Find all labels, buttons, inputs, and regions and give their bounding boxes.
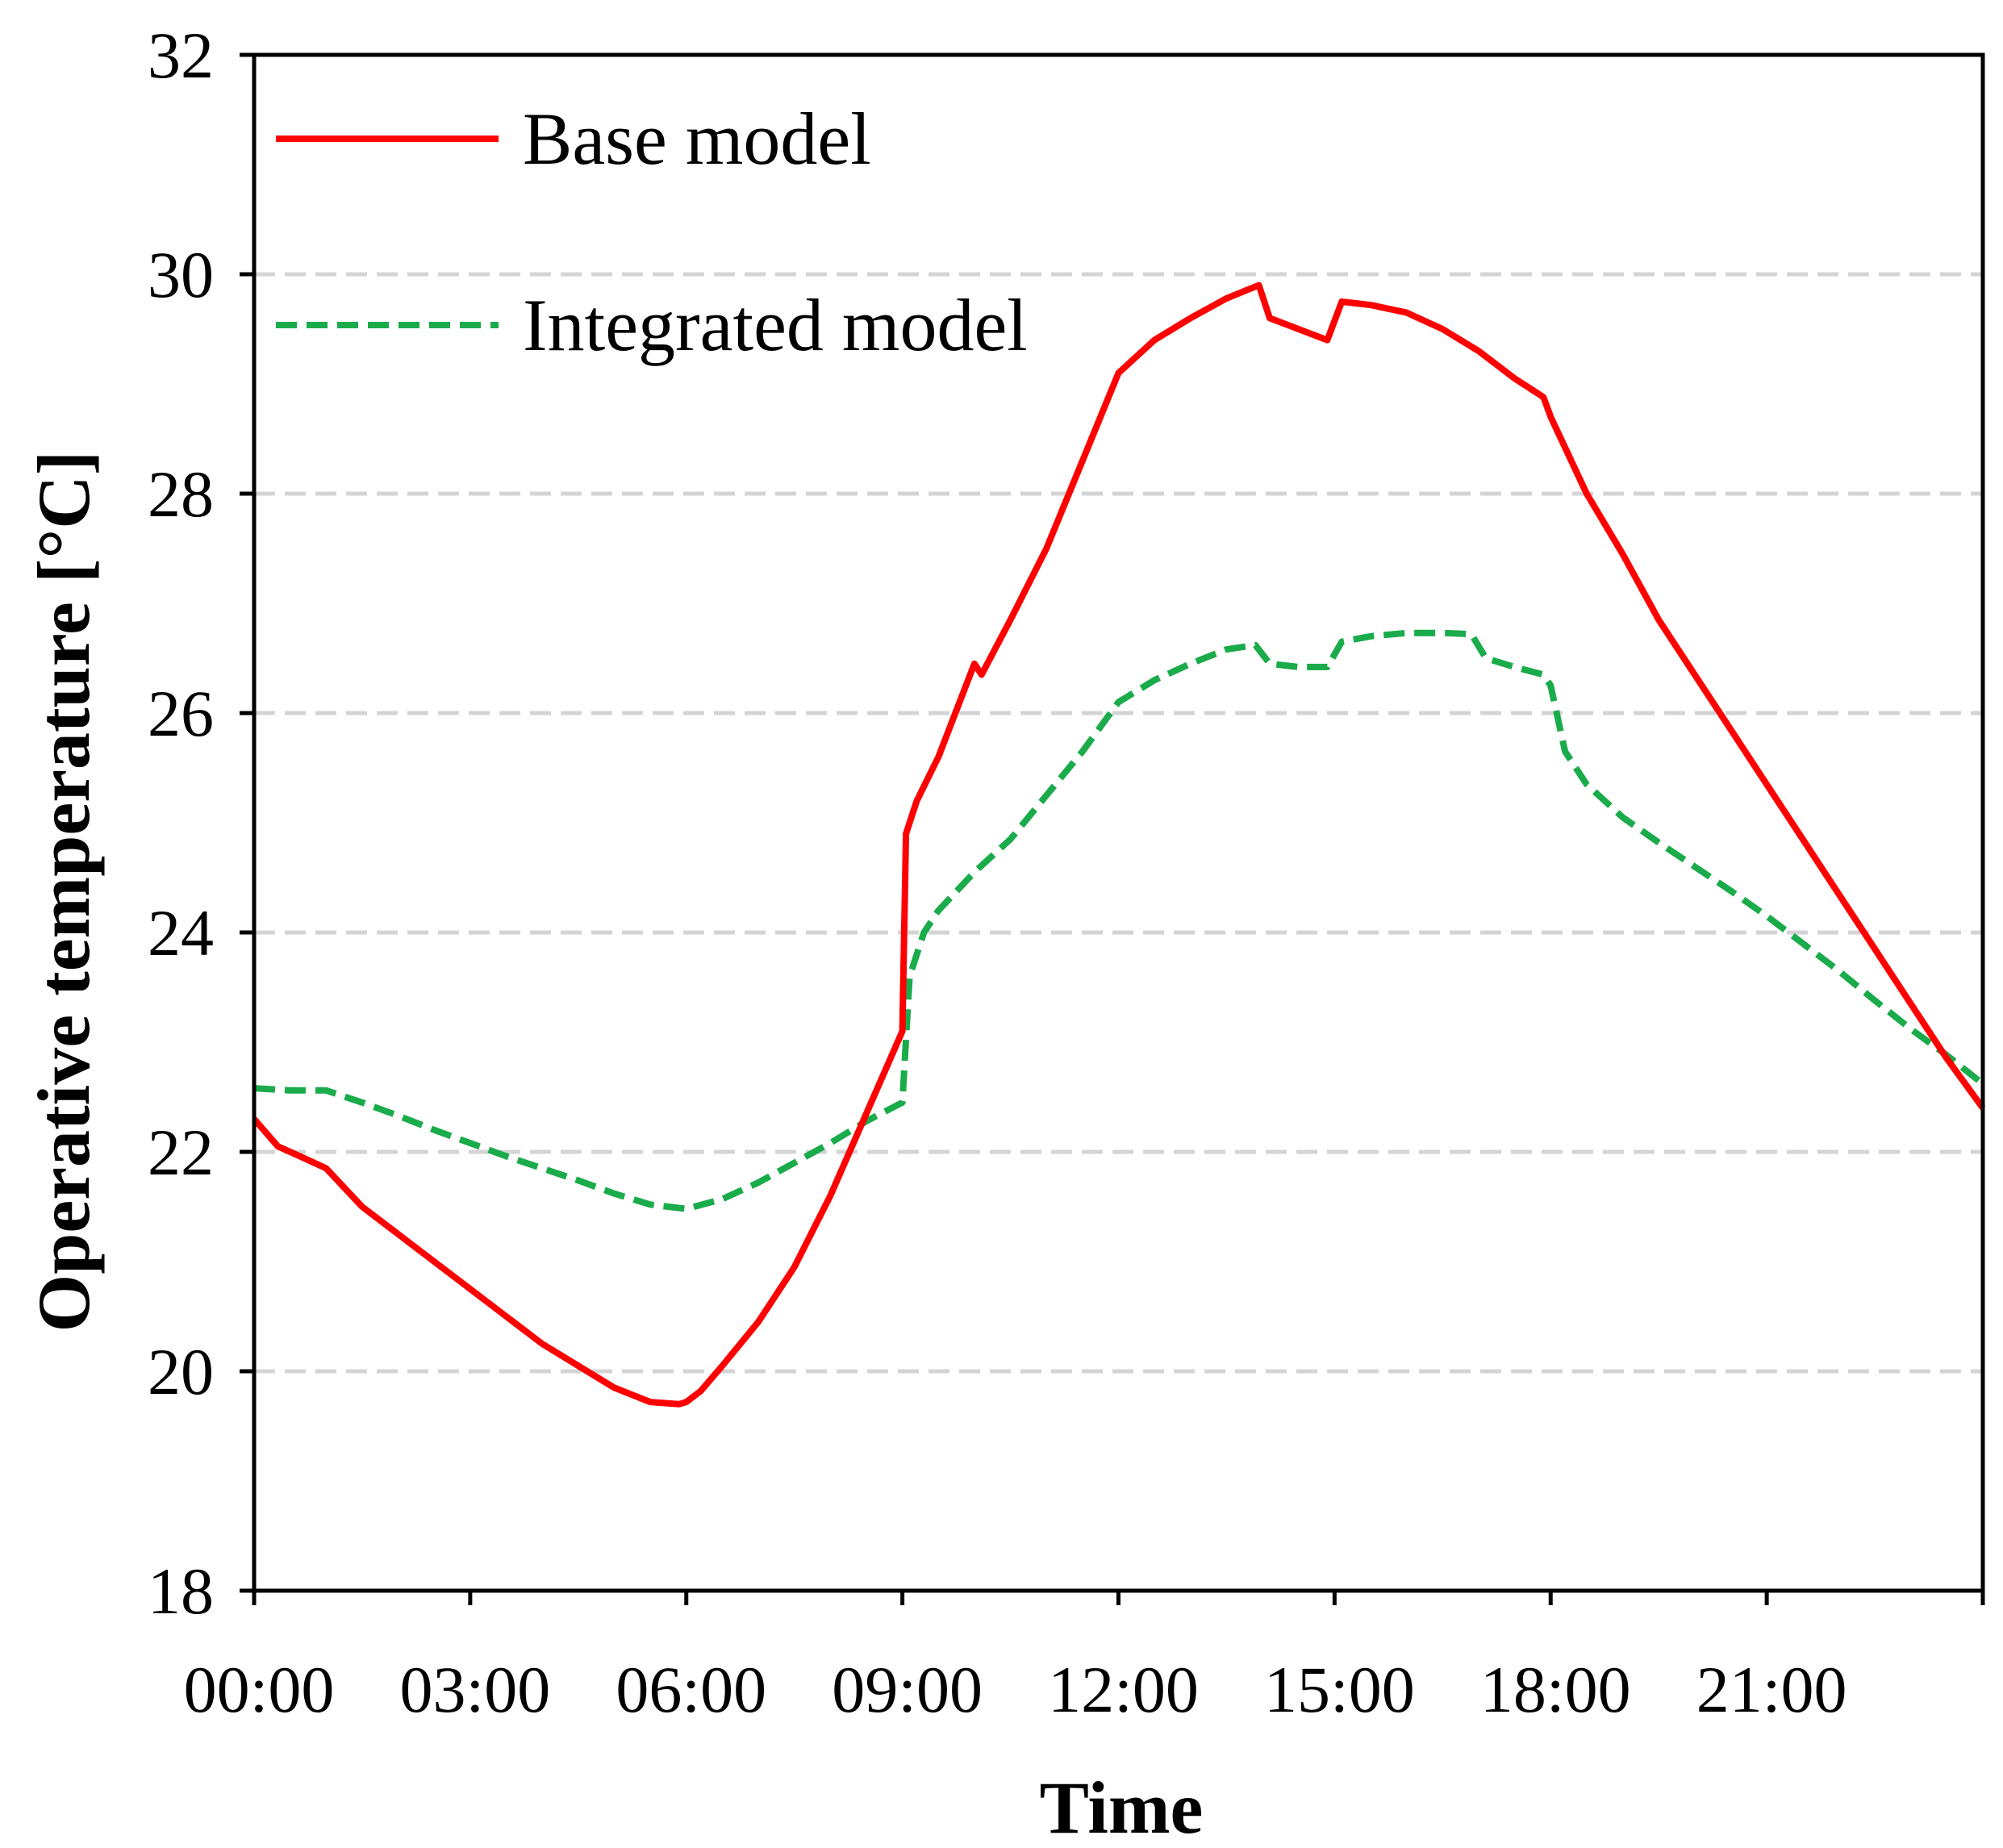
series-layer [251, 282, 1986, 1408]
legend: Base model Integrated model [276, 98, 1028, 366]
y-tick-label: 22 [148, 1116, 214, 1189]
y-tick-label: 18 [148, 1554, 214, 1628]
y-tick-label: 28 [148, 457, 214, 531]
x-tick-label: 15:00 [1264, 1653, 1415, 1726]
y-tick-label: 30 [148, 238, 214, 311]
series-line-integrated-model [253, 629, 1985, 1212]
legend-label-base-model: Base model [523, 98, 871, 180]
y-tick-label: 32 [148, 19, 214, 92]
plot-frame [252, 52, 1985, 1593]
x-tick-label: 03:00 [399, 1653, 550, 1726]
x-tick-label: 21:00 [1696, 1653, 1847, 1726]
x-axis-title: Time [1040, 1767, 1204, 1848]
y-tick-label: 20 [148, 1335, 214, 1408]
x-tick-label: 00:00 [184, 1653, 335, 1726]
y-tick-label: 24 [148, 896, 214, 970]
gridlines [254, 272, 1983, 1374]
x-tick-label: 09:00 [832, 1653, 983, 1726]
x-tick-label: 06:00 [616, 1653, 766, 1726]
series-line-base-model [251, 282, 1986, 1408]
legend-label-integrated-model: Integrated model [523, 284, 1028, 366]
x-tick-label: 12:00 [1048, 1653, 1199, 1726]
axis-ticks [240, 52, 1985, 1605]
y-axis-title: Operative temperature [°C] [23, 451, 105, 1333]
x-tick-labels: 00:00 03:00 06:00 09:00 12:00 15:00 18:00 21:00 [184, 1653, 1847, 1726]
y-tick-labels: 18 20 22 24 26 28 30 32 [148, 19, 214, 1628]
x-tick-label: 18:00 [1480, 1653, 1631, 1726]
y-tick-label: 26 [148, 677, 214, 750]
